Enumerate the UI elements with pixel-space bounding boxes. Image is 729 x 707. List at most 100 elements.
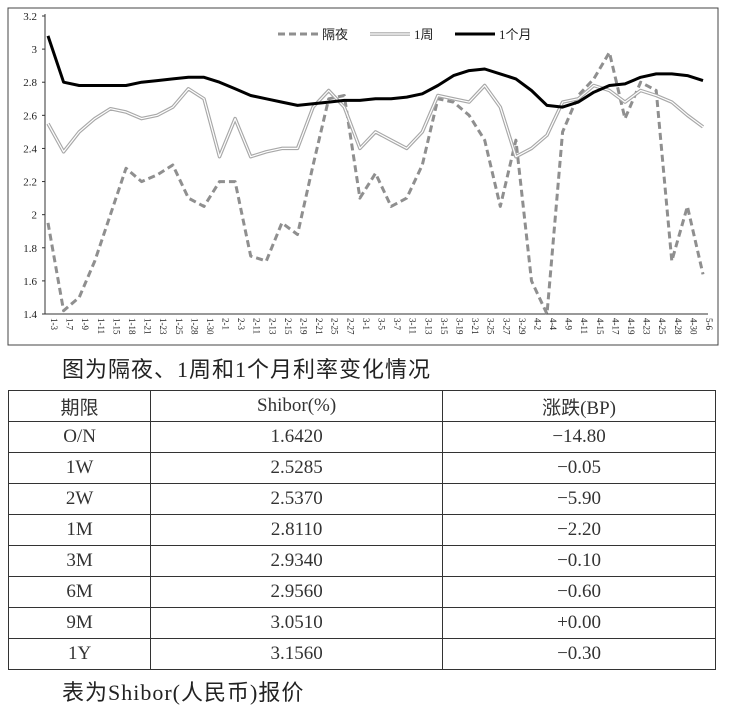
x-tick-label: 1-11	[96, 318, 106, 334]
x-tick-label: 5-6	[704, 318, 714, 330]
table-cell: 1.6420	[150, 421, 444, 453]
x-tick-label: 3-5	[377, 318, 387, 330]
legend-label: 隔夜	[322, 27, 348, 42]
x-tick-label: 3-11	[408, 318, 418, 334]
header-cell: Shibor(%)	[150, 390, 444, 422]
y-tick-label: 2	[32, 210, 38, 222]
y-tick-label: 3.2	[23, 11, 37, 23]
y-tick-label: 1.6	[23, 276, 37, 288]
x-tick-label: 1-23	[158, 318, 168, 335]
table-caption: 表为Shibor(人民币)报价	[62, 680, 305, 705]
table-cell: 2.9340	[150, 545, 444, 577]
table-row: 1M 2.8110 −2.20	[7, 514, 716, 546]
header-cell: 期限	[7, 390, 152, 422]
x-tick-label: 3-21	[470, 318, 480, 335]
chart: 1.4 1.6 1.8 2 2.2 2.4 2.6 2.8 3 3.2 1-3 1-7 1-9 1-11 1…	[7, 7, 719, 346]
table-row: 3M 2.9340 −0.10	[7, 545, 716, 577]
x-tick-label: 2-25	[330, 318, 340, 335]
chart-caption: 图为隔夜、1周和1个月利率变化情况	[62, 357, 432, 382]
y-tick-label: 1.4	[23, 309, 37, 321]
table-cell: 2.8110	[150, 514, 444, 546]
x-tick-label: 3-15	[439, 318, 449, 335]
series-line	[46, 83, 705, 159]
x-tick-label: 3-25	[486, 318, 496, 335]
x-tick-label: 4-15	[595, 318, 605, 335]
y-tick-label: 1.8	[23, 243, 37, 255]
table-cell: 3M	[7, 545, 152, 577]
table-row: 9M 3.0510 +0.00	[7, 607, 716, 639]
x-tick-label: 3-27	[501, 318, 511, 335]
table-cell: 9M	[7, 607, 152, 639]
table-cell: −14.80	[442, 421, 716, 453]
x-tick-label: 1-30	[205, 318, 215, 335]
x-tick-label: 2-11	[252, 318, 262, 334]
chart-frame	[7, 7, 719, 346]
y-tick-label: 2.8	[23, 77, 37, 89]
x-tick-label: 3-13	[423, 318, 433, 335]
table-cell: 2.5285	[150, 452, 444, 484]
x-tick-label: 2-13	[267, 318, 277, 335]
series-line	[46, 50, 705, 316]
table-cell: 1Y	[7, 638, 152, 670]
x-tick-label: 4-11	[579, 318, 589, 334]
x-tick-label: 1-7	[65, 318, 75, 330]
series-line-inner	[47, 84, 704, 158]
x-tick-label: 1-28	[189, 318, 199, 335]
table-cell: −0.05	[442, 452, 716, 484]
x-tick-label: 4-17	[610, 318, 620, 335]
x-tick-label: 4-19	[626, 318, 636, 335]
table-cell: −2.20	[442, 514, 716, 546]
x-tick-label: 1-21	[143, 318, 153, 335]
x-tick-label: 1-9	[80, 318, 90, 330]
table-row: 6M 2.9560 −0.60	[7, 576, 716, 608]
y-tick-label: 2.6	[23, 110, 37, 122]
x-tick-label: 1-15	[111, 318, 121, 335]
table-header: 期限 Shibor(%) 涨跌(BP)	[7, 390, 716, 422]
table-cell: 2W	[7, 483, 152, 515]
table-row: 2W 2.5370 −5.90	[7, 483, 716, 515]
x-tick-label: 2-19	[299, 318, 309, 335]
x-tick-label: 1-18	[127, 318, 137, 335]
table-cell: 1M	[7, 514, 152, 546]
table-cell: O/N	[7, 421, 152, 453]
x-tick-label: 2-15	[283, 318, 293, 335]
x-tick-label: 3-19	[454, 318, 464, 335]
x-tick-label: 3-29	[517, 318, 527, 335]
table-cell: −0.30	[442, 638, 716, 670]
x-tick-label: 4-2	[532, 318, 542, 330]
table-cell: 3.1560	[150, 638, 444, 670]
series-line	[46, 35, 704, 109]
x-tick-label: 4-9	[564, 318, 574, 330]
table-cell: −0.60	[442, 576, 716, 608]
x-tick-label: 2-21	[314, 318, 324, 335]
table-cell: 2.9560	[150, 576, 444, 608]
table-cell: 2.5370	[150, 483, 444, 515]
x-tick-label: 3-7	[392, 318, 402, 330]
x-tick-label: 4-23	[642, 318, 652, 335]
table-cell: −0.10	[442, 545, 716, 577]
x-tick-label: 2-27	[345, 318, 355, 335]
header-cell: 涨跌(BP)	[442, 390, 716, 422]
x-tick-label: 1-3	[49, 318, 59, 330]
x-tick-label: 4-25	[657, 318, 667, 335]
y-tick-label: 3	[32, 44, 38, 56]
legend-label: 1周	[414, 27, 434, 42]
table-cell: 6M	[7, 576, 152, 608]
x-tick-label: 4-28	[673, 318, 683, 335]
y-tick-label: 2.2	[23, 177, 37, 189]
legend-label: 1个月	[499, 27, 532, 42]
x-tick-label: 2-3	[236, 318, 246, 330]
x-tick-label: 4-30	[688, 318, 698, 335]
x-tick-label: 1-25	[174, 318, 184, 335]
table-cell: +0.00	[442, 607, 716, 639]
x-tick-label: 4-4	[548, 318, 558, 330]
x-tick-label: 3-1	[361, 318, 371, 330]
table-cell: 1W	[7, 452, 152, 484]
table-cell: −5.90	[442, 483, 716, 515]
x-tick-label: 2-1	[221, 318, 231, 330]
table-row: 1W 2.5285 −0.05	[7, 452, 716, 484]
y-tick-label: 2.4	[23, 143, 37, 155]
table-row: 1Y 3.1560 −0.30	[7, 638, 716, 670]
table: 期限 Shibor(%) 涨跌(BP) O/N 1.6420 −14.80 1W 2.528…	[7, 390, 716, 670]
